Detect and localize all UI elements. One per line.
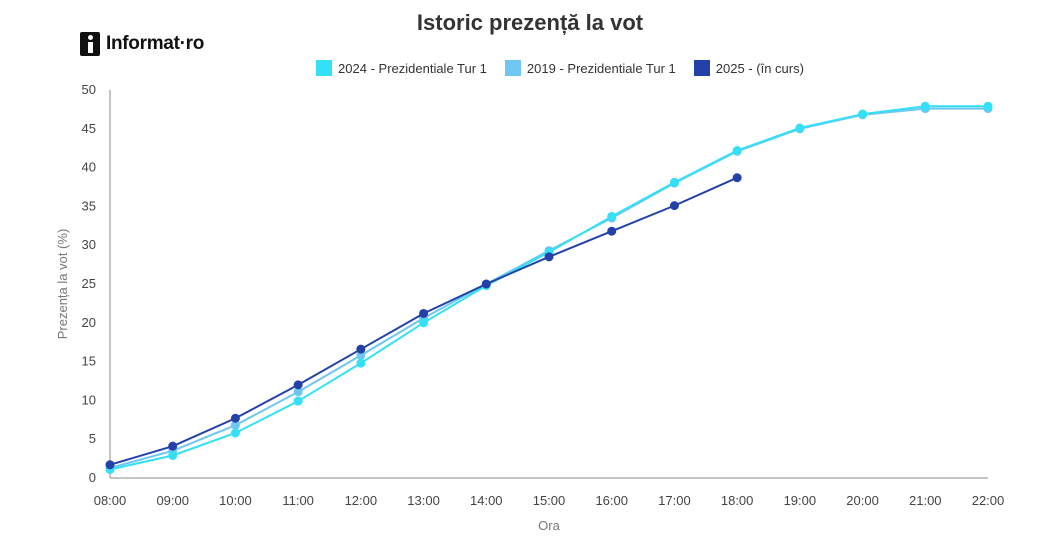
logo-text: Informat·ro xyxy=(106,33,205,54)
data-point[interactable] xyxy=(544,252,554,262)
x-tick-label: 11:00 xyxy=(282,493,314,508)
data-point[interactable] xyxy=(356,344,366,354)
x-tick-label: 09:00 xyxy=(156,493,189,508)
legend-item-2025[interactable]: 2025 - (în curs) xyxy=(693,60,804,76)
y-axis-ticks: 0 5 10 15 20 25 30 35 40 45 50 xyxy=(82,82,96,485)
legend-item-2019[interactable]: 2019 - Prezidentiale Tur 1 xyxy=(504,60,676,76)
data-point[interactable] xyxy=(230,420,240,430)
y-tick-label: 25 xyxy=(82,276,96,291)
y-tick-label: 30 xyxy=(82,237,96,252)
data-point[interactable] xyxy=(732,173,742,183)
y-tick-label: 45 xyxy=(82,121,96,136)
legend-label-2024: 2024 - Prezidentiale Tur 1 xyxy=(338,60,487,76)
x-tick-label: 17:00 xyxy=(658,493,691,508)
y-axis-title: Prezența la vot (%) xyxy=(55,229,70,340)
x-tick-label: 10:00 xyxy=(219,493,252,508)
data-point[interactable] xyxy=(293,396,303,406)
data-point[interactable] xyxy=(607,211,617,221)
x-tick-label: 12:00 xyxy=(345,493,378,508)
y-tick-label: 35 xyxy=(82,198,96,213)
x-tick-label: 14:00 xyxy=(470,493,503,508)
chart-title: Istoric prezență la vot xyxy=(416,10,644,35)
data-point[interactable] xyxy=(858,109,868,119)
y-tick-label: 5 xyxy=(89,431,96,446)
x-tick-label: 15:00 xyxy=(533,493,566,508)
data-point[interactable] xyxy=(168,441,178,451)
legend-label-2025: 2025 - (în curs) xyxy=(715,60,804,76)
x-tick-label: 13:00 xyxy=(407,493,440,508)
data-point[interactable] xyxy=(168,450,178,460)
x-tick-label: 22:00 xyxy=(972,493,1005,508)
y-tick-label: 40 xyxy=(82,160,96,175)
series-layer xyxy=(105,101,993,474)
data-point[interactable] xyxy=(419,308,429,318)
y-tick-label: 50 xyxy=(82,82,96,97)
x-tick-label: 18:00 xyxy=(721,493,754,508)
data-point[interactable] xyxy=(293,387,303,397)
series-2 xyxy=(105,173,742,470)
y-tick-label: 10 xyxy=(82,392,96,407)
y-tick-label: 0 xyxy=(89,470,96,485)
data-point[interactable] xyxy=(983,101,993,111)
data-point[interactable] xyxy=(607,226,617,236)
data-point[interactable] xyxy=(230,428,240,438)
legend-label-2019: 2019 - Prezidentiale Tur 1 xyxy=(526,60,676,76)
x-tick-label: 20:00 xyxy=(846,493,879,508)
y-tick-label: 20 xyxy=(82,315,96,330)
data-point[interactable] xyxy=(293,380,303,390)
info-logo-icon xyxy=(80,32,100,56)
x-axis-title: Ora xyxy=(538,518,560,533)
data-point[interactable] xyxy=(732,146,742,156)
chart-legend: 2024 - Prezidentiale Tur 1 2019 - Prezid… xyxy=(0,60,1060,76)
data-point[interactable] xyxy=(795,123,805,133)
data-point[interactable] xyxy=(920,101,930,111)
legend-swatch-2024 xyxy=(316,60,333,76)
x-tick-label: 19:00 xyxy=(784,493,817,508)
y-tick-label: 15 xyxy=(82,354,96,369)
data-point[interactable] xyxy=(481,279,491,289)
x-tick-label: 21:00 xyxy=(909,493,942,508)
x-tick-label: 16:00 xyxy=(595,493,628,508)
data-point[interactable] xyxy=(669,201,679,211)
legend-swatch-2019 xyxy=(504,60,521,76)
data-point[interactable] xyxy=(419,318,429,328)
data-point[interactable] xyxy=(669,177,679,187)
x-axis-ticks: 08:00 09:00 10:00 11:00 12:00 13:00 14:00 15:00… xyxy=(94,493,1005,508)
legend-item-2024[interactable]: 2024 - Prezidentiale Tur 1 xyxy=(316,60,487,76)
informat-logo: Informat·ro xyxy=(80,32,204,56)
legend-swatch-2025 xyxy=(693,60,710,76)
x-tick-label: 08:00 xyxy=(94,493,127,508)
data-point[interactable] xyxy=(105,460,115,470)
data-point[interactable] xyxy=(356,350,366,360)
data-point[interactable] xyxy=(356,358,366,368)
data-point[interactable] xyxy=(230,413,240,423)
